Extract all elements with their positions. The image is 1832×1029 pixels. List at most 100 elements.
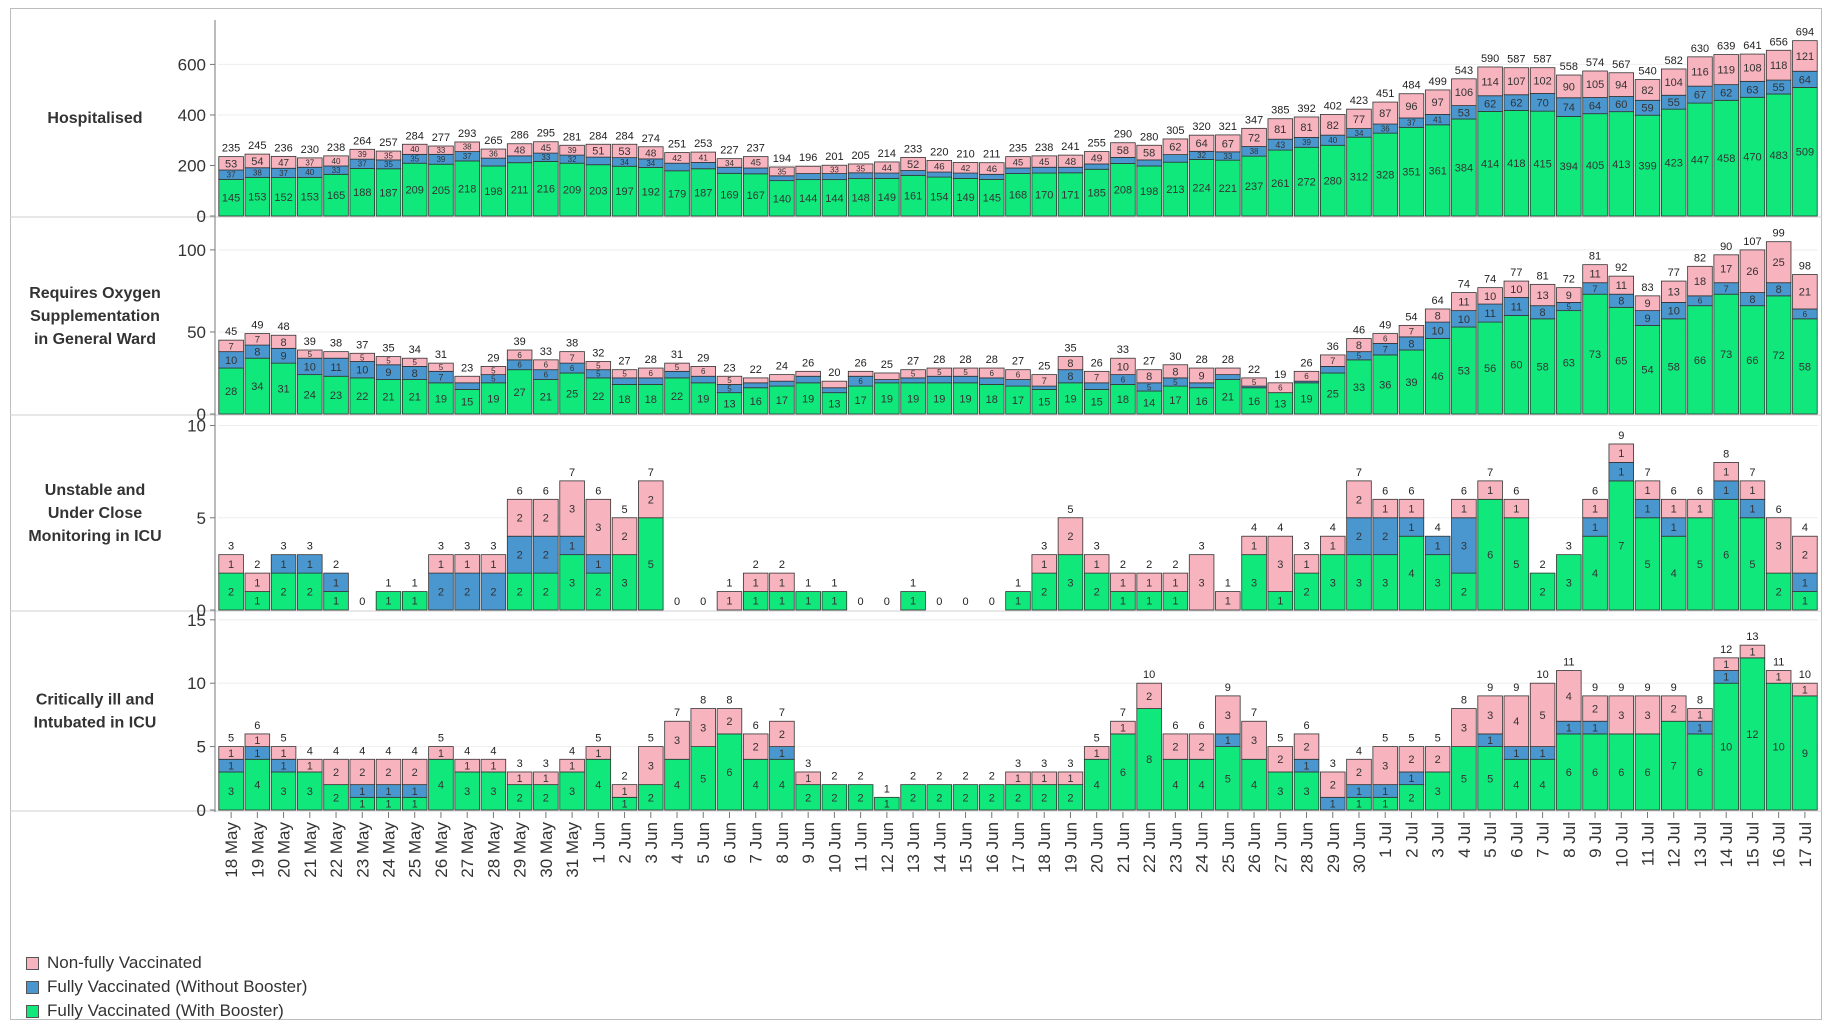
total-label: 10	[1536, 669, 1548, 681]
bar-segment	[1005, 385, 1031, 415]
segment-label: 2	[1172, 742, 1178, 754]
total-label: 25	[881, 359, 893, 371]
bar-segment	[533, 379, 559, 415]
total-label: 4	[569, 745, 575, 757]
segment-label: 44	[882, 163, 892, 173]
bar-segment	[1188, 382, 1215, 389]
bar-segment	[716, 708, 743, 735]
segment-label: 6	[990, 369, 995, 378]
total-label: 582	[1665, 55, 1683, 67]
bar-segment	[1687, 102, 1713, 217]
segment-label: 4	[779, 780, 785, 792]
x-tick-label: 19 Jun	[1061, 822, 1080, 873]
total-label: 320	[1192, 121, 1210, 133]
segment-label: 2	[543, 550, 549, 562]
total-label: 7	[569, 467, 575, 479]
segment-label: 1	[805, 596, 811, 608]
total-label: 5	[648, 733, 654, 745]
total-label: 1	[884, 783, 890, 795]
total-label: 33	[1117, 344, 1129, 356]
total-label: 35	[382, 343, 394, 355]
segment-label: 1	[1172, 577, 1178, 589]
total-label: 5	[1408, 733, 1414, 745]
total-label: 210	[956, 148, 974, 160]
total-label: 214	[878, 148, 896, 160]
bar-segment	[244, 357, 271, 415]
segment-label: 8	[1408, 338, 1414, 350]
bar-segment	[926, 367, 953, 377]
bar-segment	[1241, 554, 1267, 611]
segment-label: 2	[1303, 587, 1309, 599]
bar-segment	[1057, 166, 1084, 174]
bar-segment	[1083, 370, 1110, 384]
total-label: 2	[858, 771, 864, 783]
bar-segment	[1503, 315, 1530, 415]
segment-label: 1	[1776, 672, 1782, 684]
segment-label: 37	[463, 152, 472, 161]
total-label: 2	[962, 771, 968, 783]
segment-label: 10	[304, 361, 316, 373]
segment-label: 2	[228, 587, 234, 599]
bar-segment	[979, 178, 1005, 217]
bar-segment	[1241, 758, 1267, 811]
bar-segment	[1320, 535, 1346, 556]
segment-label: 35	[384, 151, 393, 160]
total-label: 1	[1015, 578, 1021, 590]
segment-label: 1	[1644, 485, 1650, 497]
segment-label: 74	[1563, 102, 1575, 114]
segment-label: 58	[1668, 361, 1680, 373]
segment-label: 18	[1694, 276, 1706, 288]
bar-segment	[1634, 695, 1661, 735]
bar-segment	[1608, 306, 1635, 415]
total-label: 13	[1746, 631, 1758, 643]
segment-label: 211	[511, 184, 529, 196]
total-label: 5	[595, 733, 601, 745]
bar-segment	[323, 572, 349, 592]
segment-label: 65	[1615, 356, 1627, 368]
segment-label: 1	[517, 773, 523, 785]
segment-label: 6	[1723, 550, 1729, 562]
total-label: 4	[307, 745, 313, 757]
bar-segment	[1765, 670, 1792, 684]
segment-label: 1	[1303, 559, 1309, 571]
segment-label: 5	[412, 358, 417, 367]
segment-label: 3	[1618, 710, 1624, 722]
segment-label: 6	[1697, 767, 1703, 779]
segment-label: 33	[332, 166, 341, 175]
segment-label: 224	[1192, 183, 1210, 195]
bar-segment	[1267, 149, 1294, 217]
segment-label: 328	[1376, 170, 1394, 182]
bar-segment	[664, 152, 690, 164]
y-tick-label: 10	[187, 417, 206, 436]
total-label: 1	[412, 578, 418, 590]
bar-segment	[769, 374, 795, 382]
segment-label: 6	[1304, 372, 1309, 381]
total-label: 321	[1219, 121, 1237, 133]
segment-label: 7	[255, 335, 260, 346]
segment-label: 413	[1612, 159, 1630, 171]
bar-segment	[1110, 572, 1136, 592]
segment-label: 10	[1720, 742, 1732, 754]
segment-label: 2	[1671, 704, 1677, 716]
segment-label: 7	[1671, 761, 1677, 773]
bar-segment	[506, 155, 533, 164]
bar-segment	[1529, 67, 1556, 94]
segment-label: 1	[1802, 684, 1808, 696]
segment-label: 5	[1749, 559, 1755, 571]
segment-label: 9	[385, 367, 391, 379]
legend-item-non-fully: Non-fully Vaccinated	[26, 951, 307, 975]
total-label: 284	[615, 130, 633, 142]
total-label: 0	[936, 596, 942, 608]
segment-label: 7	[1618, 540, 1624, 552]
panel-label: Intubated in ICU	[34, 715, 157, 732]
bar-segment	[1031, 784, 1057, 811]
bar-segment	[1372, 746, 1398, 786]
bar-segment	[847, 163, 874, 174]
bar-segment	[244, 153, 271, 169]
bar-segment	[952, 177, 979, 217]
segment-label: 34	[620, 158, 629, 167]
bar-segment	[375, 758, 402, 786]
x-tick-label: 29 Jun	[1324, 822, 1343, 873]
total-label: 28	[933, 354, 945, 366]
segment-label: 10	[1117, 361, 1129, 373]
